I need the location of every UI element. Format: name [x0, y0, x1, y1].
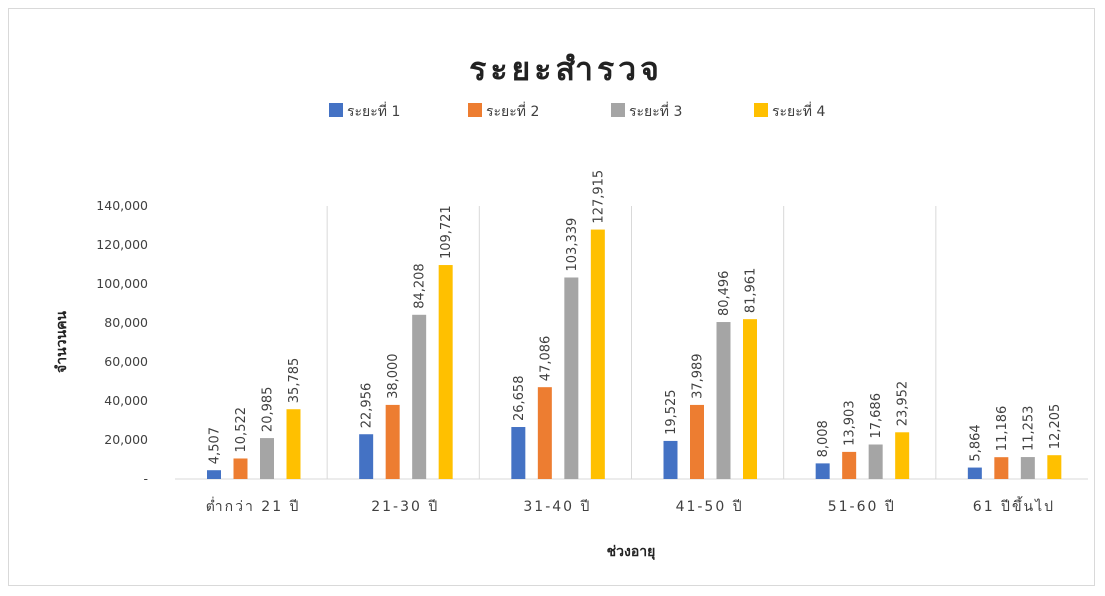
bar — [438, 265, 453, 479]
data-label: 8,008 — [816, 420, 831, 457]
y-tick-label: 40,000 — [104, 393, 148, 408]
y-tick-label: 60,000 — [104, 354, 148, 369]
bar — [842, 451, 857, 479]
data-label: 13,903 — [843, 400, 858, 446]
data-label: 37,989 — [691, 353, 706, 399]
data-label: 10,522 — [234, 407, 249, 453]
bar — [511, 427, 526, 479]
bar — [385, 404, 400, 479]
y-tick-label: 20,000 — [104, 432, 148, 447]
bar — [564, 277, 579, 479]
legend-label: ระยะที่ 1 — [347, 102, 400, 120]
bar — [233, 458, 248, 479]
data-label: 22,956 — [360, 383, 375, 429]
legend: ระยะที่ 1 ระยะที่ 2 ระยะที่ 3 ระยะที่ 4 — [329, 102, 825, 120]
x-axis-title: ช่วงอายุ — [607, 544, 656, 560]
bar — [260, 438, 274, 479]
data-label: 11,253 — [1021, 406, 1036, 452]
data-label: 109,721 — [439, 205, 454, 259]
y-axis: - 20,000 40,000 60,000 80,000 100,000 120,000 1… — [96, 198, 148, 486]
legend-swatch — [754, 103, 768, 117]
x-tick-label: 61 ปีขึ้นไป — [973, 496, 1055, 515]
chart-frame — [8, 8, 1095, 586]
data-label: 26,658 — [512, 376, 527, 422]
legend-item: ระยะที่ 3 — [611, 102, 682, 120]
data-labels: 4,507 10,522 20,985 35,785 22,956 38,000 84,20… — [208, 170, 1063, 464]
bar — [1047, 455, 1062, 479]
bar — [1020, 457, 1035, 479]
data-label: 38,000 — [386, 353, 401, 399]
legend-item: ระยะที่ 2 — [468, 102, 539, 120]
data-label: 35,785 — [287, 358, 302, 404]
x-tick-label: 31-40 ปี — [523, 499, 591, 515]
data-label: 17,686 — [869, 393, 884, 439]
legend-swatch — [611, 103, 625, 117]
data-label: 80,496 — [717, 271, 732, 317]
bars — [207, 229, 1062, 479]
data-label: 19,525 — [664, 389, 679, 435]
data-label: 103,339 — [565, 218, 580, 272]
bar — [815, 463, 830, 479]
bar — [743, 319, 757, 479]
data-label: 127,915 — [591, 170, 606, 224]
data-label: 20,985 — [261, 387, 276, 433]
bar — [286, 409, 301, 479]
bar — [359, 434, 374, 479]
bar — [537, 387, 552, 479]
data-label: 11,186 — [995, 406, 1010, 451]
bar — [690, 404, 704, 479]
y-axis-title: จำนวนคน — [54, 311, 70, 373]
x-tick-label: 21-30 ปี — [371, 499, 439, 515]
legend-item: ระยะที่ 1 — [329, 102, 400, 120]
legend-swatch — [329, 103, 343, 117]
bar — [868, 444, 883, 479]
x-tick-label: ต่ำกว่า 21 ปี — [206, 497, 301, 515]
data-label: 4,507 — [208, 427, 223, 464]
data-label: 81,961 — [744, 268, 759, 314]
data-label: 47,086 — [538, 336, 553, 382]
bar — [590, 229, 605, 479]
bar — [207, 470, 221, 479]
x-tick-label: 51-60 ปี — [828, 499, 896, 515]
chart-title: ระยะสำรวจ — [469, 50, 663, 88]
bar — [663, 440, 678, 479]
legend-label: ระยะที่ 4 — [772, 102, 825, 120]
y-tick-label: - — [143, 471, 148, 486]
data-label: 84,208 — [413, 263, 428, 309]
data-label: 5,864 — [968, 424, 983, 461]
bar — [895, 432, 910, 479]
legend-item: ระยะที่ 4 — [754, 102, 825, 120]
y-tick-label: 100,000 — [96, 276, 148, 291]
y-tick-label: 80,000 — [104, 315, 148, 330]
data-label: 12,205 — [1048, 404, 1063, 450]
y-tick-label: 120,000 — [96, 237, 148, 252]
y-tick-label: 140,000 — [96, 198, 148, 213]
x-axis: ต่ำกว่า 21 ปี 21-30 ปี 31-40 ปี 41-50 ปี 51-… — [206, 496, 1055, 515]
bar — [412, 314, 427, 479]
data-label: 23,952 — [896, 381, 911, 427]
x-tick-label: 41-50 ปี — [676, 499, 744, 515]
legend-swatch — [468, 103, 482, 117]
legend-label: ระยะที่ 3 — [629, 102, 682, 120]
bar — [967, 467, 982, 479]
category-separators — [175, 206, 1088, 480]
bar — [994, 457, 1009, 479]
legend-label: ระยะที่ 2 — [486, 102, 539, 120]
bar — [716, 322, 731, 479]
